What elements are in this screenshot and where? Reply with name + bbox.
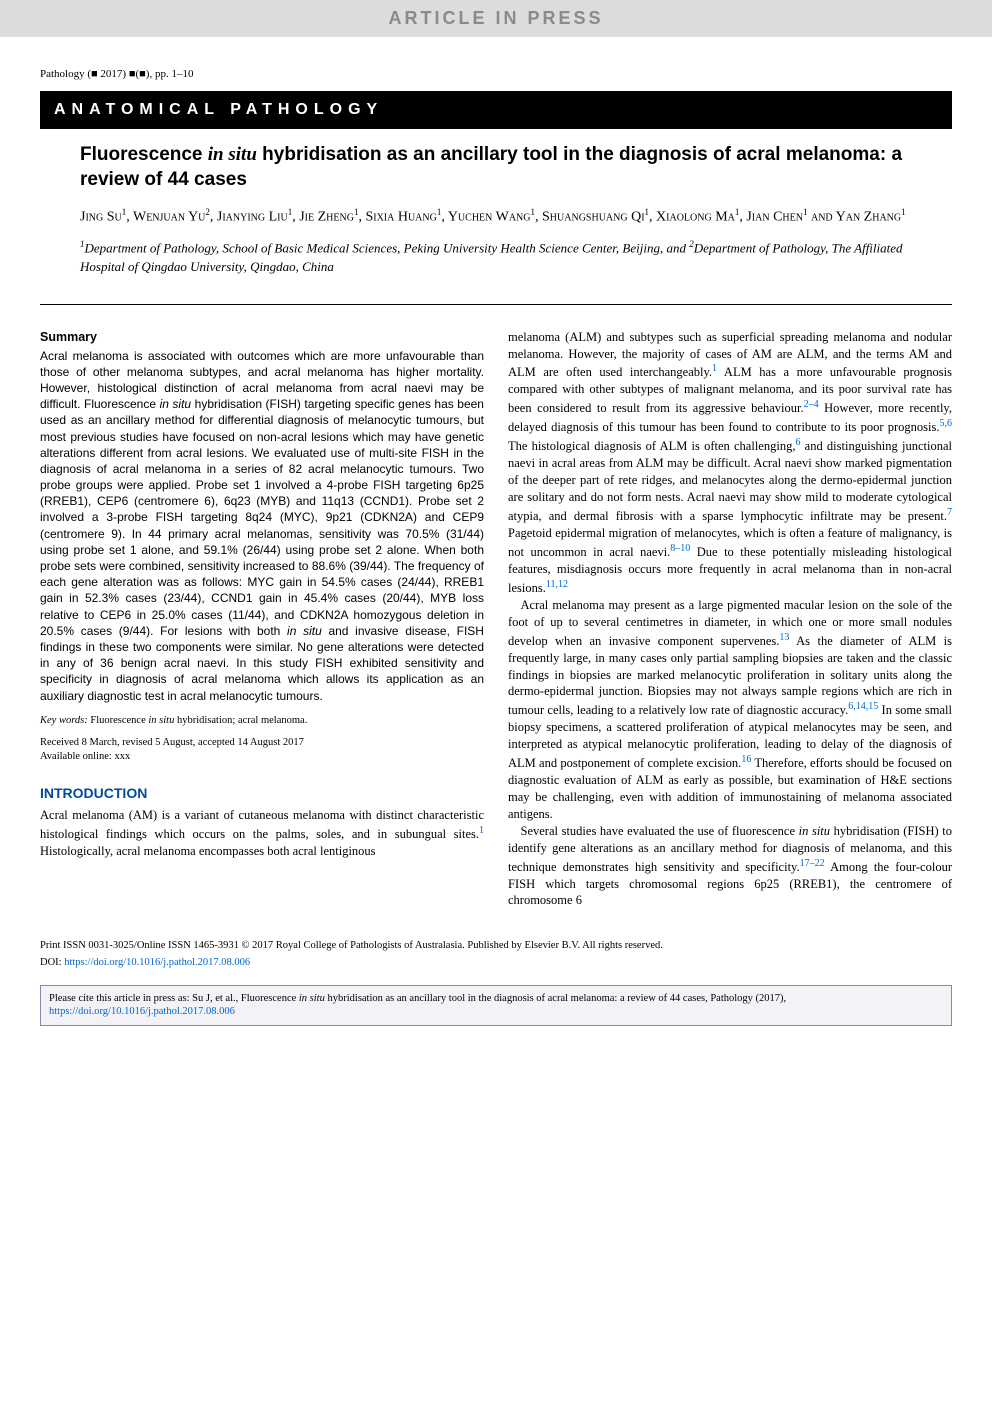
article-dates: Received 8 March, revised 5 August, acce… xyxy=(40,736,484,764)
keywords-text: Fluorescence in situ hybridisation; acra… xyxy=(88,715,308,726)
intro-paragraph-1: Acral melanoma (AM) is a variant of cuta… xyxy=(40,807,484,860)
affiliations: 1Department of Pathology, School of Basi… xyxy=(80,238,912,276)
section-banner: ANATOMICAL PATHOLOGY xyxy=(40,91,952,129)
doi-line: DOI: https://doi.org/10.1016/j.pathol.20… xyxy=(40,956,952,971)
keywords-label: Key words: xyxy=(40,715,88,726)
issn-copyright: Print ISSN 0031-3025/Online ISSN 1465-39… xyxy=(40,939,952,954)
cite-url[interactable]: https://doi.org/10.1016/j.pathol.2017.08… xyxy=(49,1006,235,1017)
journal-reference: Pathology (■ 2017) ■(■), pp. 1–10 xyxy=(40,67,952,82)
article-in-press-banner: ARTICLE IN PRESS xyxy=(0,0,992,37)
body-paragraph-col2-2: Acral melanoma may present as a large pi… xyxy=(508,597,952,823)
cite-italic: in situ xyxy=(299,993,325,1004)
cite-suffix: hybridisation as an ancillary tool in th… xyxy=(325,993,786,1004)
doi-link[interactable]: https://doi.org/10.1016/j.pathol.2017.08… xyxy=(64,957,250,968)
summary-block: Summary Acral melanoma is associated wit… xyxy=(40,329,484,704)
introduction-heading: INTRODUCTION xyxy=(40,784,484,803)
summary-body: Acral melanoma is associated with outcom… xyxy=(40,348,484,704)
page-content: Pathology (■ 2017) ■(■), pp. 1–10 ANATOM… xyxy=(0,67,992,909)
article-title: Fluorescence in situ hybridisation as an… xyxy=(80,143,912,192)
title-italic: in situ xyxy=(208,144,257,165)
footer-block: Print ISSN 0031-3025/Online ISSN 1465-39… xyxy=(0,939,992,970)
cite-prefix: Please cite this article in press as: Su… xyxy=(49,993,299,1004)
title-prefix: Fluorescence xyxy=(80,144,208,165)
online-date: Available online: xxx xyxy=(40,750,484,764)
author-list: Jing Su1, Wenjuan Yu2, Jianying Liu1, Ji… xyxy=(80,206,912,228)
body-paragraph-col2-1: melanoma (ALM) and subtypes such as supe… xyxy=(508,329,952,597)
title-block: Fluorescence in situ hybridisation as an… xyxy=(40,143,952,298)
doi-label: DOI: xyxy=(40,957,64,968)
two-column-body: Summary Acral melanoma is associated wit… xyxy=(40,329,952,910)
summary-heading: Summary xyxy=(40,329,484,346)
body-paragraph-col2-3: Several studies have evaluated the use o… xyxy=(508,823,952,910)
received-date: Received 8 March, revised 5 August, acce… xyxy=(40,736,484,750)
divider-line xyxy=(40,304,952,305)
citation-box: Please cite this article in press as: Su… xyxy=(40,985,952,1026)
keywords: Key words: Fluorescence in situ hybridis… xyxy=(40,714,484,728)
